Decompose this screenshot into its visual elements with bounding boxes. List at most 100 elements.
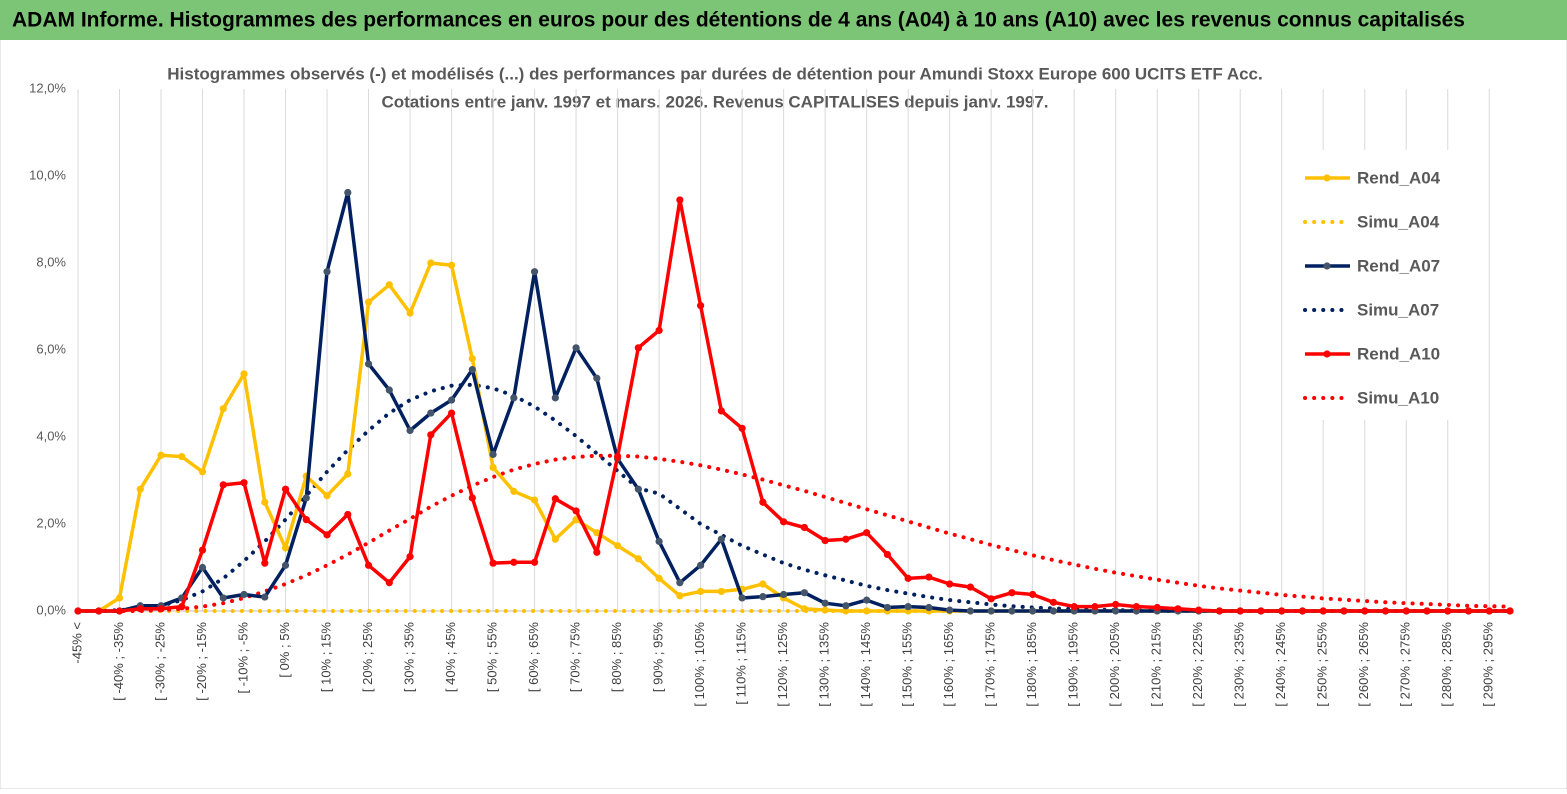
point bbox=[530, 496, 539, 504]
point bbox=[74, 607, 82, 615]
chart-subtitle: Cotations entre janv. 1997 et mars. 2026… bbox=[381, 92, 1048, 111]
point bbox=[219, 594, 227, 602]
point bbox=[1485, 607, 1493, 615]
point bbox=[1132, 603, 1141, 611]
point bbox=[385, 579, 393, 587]
point bbox=[489, 463, 497, 472]
legend-label: Simu_A07 bbox=[1357, 300, 1439, 319]
point bbox=[842, 535, 850, 543]
point bbox=[136, 605, 144, 613]
x-tick-label: [ 120% ; 125% bbox=[775, 622, 790, 707]
point bbox=[551, 394, 559, 402]
point bbox=[240, 590, 248, 599]
point bbox=[634, 555, 642, 563]
point bbox=[95, 607, 103, 615]
x-tick-label: [ 250% ; 255% bbox=[1315, 622, 1330, 707]
point bbox=[468, 365, 476, 374]
y-tick-label: 6,0% bbox=[36, 341, 66, 356]
point bbox=[281, 544, 290, 552]
point bbox=[800, 523, 808, 532]
point bbox=[1278, 607, 1286, 615]
point bbox=[759, 580, 767, 588]
point bbox=[1008, 589, 1016, 597]
point bbox=[1091, 603, 1099, 611]
x-tick-label: [ 190% ; 195% bbox=[1066, 622, 1081, 707]
point bbox=[634, 485, 642, 493]
x-tick-label: [ 200% ; 205% bbox=[1107, 622, 1122, 707]
point bbox=[1402, 607, 1410, 615]
x-tick-label: [ 70% ; 75% bbox=[568, 622, 583, 693]
point bbox=[738, 424, 746, 432]
point bbox=[1112, 600, 1120, 609]
point bbox=[800, 589, 808, 597]
point bbox=[593, 374, 601, 382]
point bbox=[676, 196, 684, 204]
point bbox=[447, 396, 456, 404]
point bbox=[1444, 607, 1452, 615]
x-tick-label: [ 230% ; 235% bbox=[1232, 622, 1247, 707]
legend-marker bbox=[1323, 174, 1331, 182]
point bbox=[842, 607, 850, 615]
point bbox=[281, 561, 290, 569]
point bbox=[966, 583, 975, 591]
x-tick-label: [ 90% ; 95% bbox=[651, 622, 666, 693]
x-tick-label: [ 30% ; 35% bbox=[401, 622, 416, 693]
point bbox=[323, 492, 331, 500]
point bbox=[593, 529, 601, 537]
x-tick-label: [ -20% ; -15% bbox=[194, 622, 209, 701]
point bbox=[655, 574, 663, 582]
point bbox=[323, 531, 331, 539]
point bbox=[510, 558, 518, 566]
point bbox=[261, 559, 269, 567]
point bbox=[302, 494, 310, 502]
x-tick-label: [ 180% ; 185% bbox=[1024, 622, 1039, 707]
x-tick-label: [ 80% ; 85% bbox=[609, 622, 624, 693]
point bbox=[385, 386, 393, 394]
point bbox=[530, 268, 539, 276]
x-tick-label: [ 240% ; 245% bbox=[1273, 622, 1288, 707]
x-tick-label: [ 220% ; 225% bbox=[1190, 622, 1205, 707]
point bbox=[883, 550, 891, 559]
point bbox=[676, 592, 684, 600]
x-tick-label: [ 100% ; 105% bbox=[692, 622, 707, 707]
point bbox=[261, 498, 269, 506]
point bbox=[157, 451, 165, 459]
point bbox=[1174, 605, 1182, 613]
point bbox=[759, 498, 767, 506]
point bbox=[863, 529, 871, 537]
point bbox=[1070, 603, 1078, 611]
point bbox=[1423, 607, 1431, 615]
point bbox=[821, 599, 829, 607]
point bbox=[427, 431, 435, 439]
point bbox=[572, 507, 580, 515]
point bbox=[987, 607, 995, 615]
point bbox=[136, 485, 144, 493]
point bbox=[593, 548, 601, 556]
point bbox=[427, 259, 435, 267]
legend-label: Simu_A04 bbox=[1357, 212, 1440, 231]
point bbox=[676, 579, 684, 587]
point bbox=[697, 302, 705, 310]
y-tick-label: 8,0% bbox=[36, 254, 66, 269]
point bbox=[572, 344, 580, 352]
legend-marker bbox=[1323, 350, 1331, 358]
point bbox=[427, 409, 435, 417]
point bbox=[530, 558, 539, 566]
point bbox=[115, 607, 124, 615]
point bbox=[925, 603, 933, 612]
point bbox=[551, 535, 559, 543]
legend-marker bbox=[1323, 262, 1331, 270]
point bbox=[261, 593, 269, 601]
point bbox=[613, 452, 622, 461]
point bbox=[344, 188, 352, 197]
x-tick-label: [ 50% ; 55% bbox=[485, 622, 500, 693]
point bbox=[302, 516, 310, 524]
point bbox=[364, 298, 373, 306]
point bbox=[759, 593, 767, 601]
legend-label: Rend_A10 bbox=[1357, 344, 1440, 363]
x-tick-label: [ 10% ; 15% bbox=[318, 622, 333, 693]
point bbox=[489, 559, 497, 567]
point bbox=[717, 587, 725, 596]
x-tick-label: [ 0% ; 5% bbox=[277, 622, 292, 678]
